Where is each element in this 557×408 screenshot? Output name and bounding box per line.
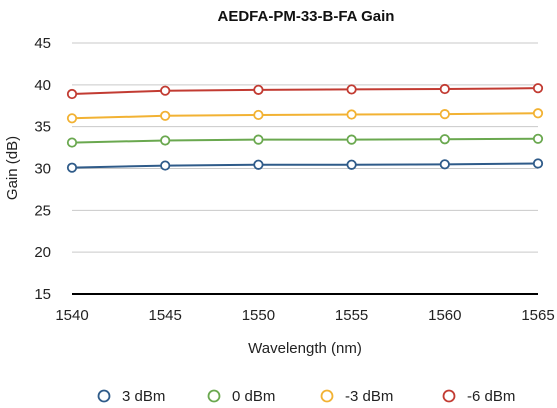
series-lines — [66, 83, 544, 173]
gridlines — [72, 42, 538, 253]
x-tick-label: 1560 — [428, 307, 461, 324]
y-tick-label: 40 — [34, 77, 51, 94]
x-tick-label: 1565 — [521, 307, 554, 324]
legend-marker — [442, 389, 456, 403]
y-tick-label: 20 — [34, 244, 51, 261]
data-point — [439, 159, 450, 170]
data-point — [346, 134, 357, 145]
y-tick-label: 35 — [34, 119, 51, 136]
legend-label: 0 dBm — [232, 388, 275, 405]
data-point — [253, 84, 264, 95]
data-point — [439, 134, 450, 145]
legend: 3 dBm 0 dBm -3 dBm -6 dBm — [97, 388, 515, 405]
y-axis-ticks: 15 20 25 30 35 40 45 — [34, 35, 51, 303]
y-tick-label: 15 — [34, 286, 51, 303]
data-point — [253, 134, 264, 145]
legend-marker — [320, 389, 334, 403]
x-tick-label: 1555 — [335, 307, 368, 324]
data-point — [532, 133, 544, 144]
data-point — [66, 162, 78, 173]
y-axis-label: Gain (dB) — [4, 136, 21, 200]
legend-label: 3 dBm — [122, 388, 165, 405]
x-tick-label: 1550 — [242, 307, 275, 324]
data-point — [439, 83, 450, 95]
data-point — [532, 108, 544, 119]
legend-marker — [207, 389, 221, 403]
legend-label: -6 dBm — [467, 388, 515, 405]
data-point — [532, 158, 544, 169]
data-point — [160, 85, 171, 96]
series-line — [71, 112, 539, 120]
data-point — [160, 110, 171, 121]
series-line — [71, 162, 539, 169]
data-point — [253, 109, 264, 121]
data-point — [346, 109, 357, 120]
y-tick-label: 45 — [34, 35, 51, 52]
data-point — [66, 137, 78, 148]
legend-label: -3 dBm — [345, 388, 393, 405]
series-2 — [66, 108, 544, 124]
chart-title: AEDFA-PM-33-B-FA Gain — [218, 8, 395, 25]
data-point — [160, 135, 171, 146]
data-point — [346, 84, 357, 95]
data-point — [66, 113, 78, 124]
series-line — [71, 87, 539, 96]
series-line — [71, 137, 539, 144]
x-axis-label: Wavelength (nm) — [248, 340, 362, 357]
series-1 — [66, 133, 544, 148]
data-point — [253, 159, 264, 170]
y-tick-label: 30 — [34, 161, 51, 178]
data-point — [66, 88, 78, 100]
x-tick-label: 1540 — [55, 307, 88, 324]
series-0 — [66, 158, 544, 173]
y-tick-label: 25 — [34, 202, 51, 219]
data-point — [439, 109, 450, 120]
series-3 — [66, 83, 544, 100]
legend-marker — [97, 389, 111, 403]
data-point — [532, 83, 544, 94]
data-point — [160, 160, 171, 171]
x-tick-label: 1545 — [149, 307, 182, 324]
x-axis-ticks: 1540 1545 1550 1555 1560 1565 — [55, 307, 554, 324]
data-point — [346, 159, 357, 170]
